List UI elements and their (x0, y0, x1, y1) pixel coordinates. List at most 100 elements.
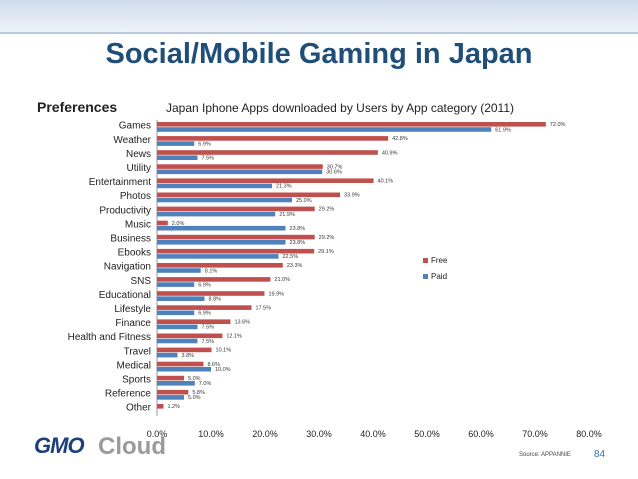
paid-bar (157, 338, 198, 344)
free-bar (157, 136, 389, 141)
category-label: News (126, 149, 151, 160)
free-bar (157, 192, 341, 198)
value-label: 3.8% (182, 353, 195, 359)
value-label: 29.2% (319, 207, 335, 213)
paid-bar (157, 282, 195, 287)
category-label: Other (126, 403, 152, 414)
free-bar (157, 277, 271, 282)
category-label: Educational (99, 290, 151, 301)
x-tick-label: 60.0% (468, 429, 494, 439)
free-bar (157, 248, 315, 254)
category-label: SNS (130, 276, 151, 287)
logo-gmo-text: GMO (34, 433, 85, 458)
free-bar (157, 150, 378, 155)
value-label: 23.8% (290, 240, 306, 246)
page-number: 84 (594, 449, 606, 460)
x-tick-label: 0.0% (147, 429, 168, 439)
paid-bar (157, 225, 286, 231)
value-label: 10.1% (216, 348, 232, 354)
value-label: 10.0% (215, 367, 231, 373)
category-label: Productivity (99, 205, 151, 216)
paid-bar (157, 366, 211, 372)
x-tick-label: 50.0% (414, 429, 440, 439)
free-bar (157, 375, 184, 381)
value-label: 42.8% (392, 136, 408, 142)
paid-bar (157, 268, 201, 273)
value-label: 7.5% (202, 339, 215, 345)
value-label: 72.0% (550, 122, 566, 128)
free-bar (157, 404, 164, 409)
category-label: Business (110, 234, 151, 245)
value-label: 23.3% (287, 263, 303, 269)
value-label: 7.5% (202, 325, 215, 331)
value-label: 33.9% (344, 193, 360, 199)
paid-bar (157, 352, 178, 358)
value-label: 19.9% (268, 291, 284, 297)
free-bar (157, 178, 374, 183)
paid-bar (157, 395, 184, 400)
free-bar (157, 164, 323, 169)
category-label: Music (125, 219, 151, 230)
free-bar (157, 291, 265, 296)
logo-cloud-text: Cloud (98, 433, 166, 460)
category-label: Finance (115, 318, 151, 329)
value-label: 6.9% (198, 141, 211, 147)
gmo-cloud-logo: GMO Cloud (34, 433, 204, 461)
legend-swatch (423, 274, 428, 279)
value-label: 6.9% (198, 311, 211, 317)
paid-bar (157, 127, 492, 132)
value-label: 5.0% (188, 376, 201, 382)
legend-label: Free (431, 256, 448, 265)
paid-bar (157, 381, 195, 386)
value-label: 8.8% (209, 297, 222, 303)
free-bar (157, 234, 315, 240)
value-label: 23.8% (290, 226, 306, 232)
category-label: Health and Fitness (68, 332, 151, 343)
value-label: 30.6% (326, 170, 342, 176)
paid-bar (157, 296, 205, 301)
value-label: 22.5% (283, 254, 299, 260)
paid-bar (157, 240, 286, 245)
value-label: 21.9% (279, 212, 295, 218)
category-label: Photos (120, 191, 151, 202)
legend-label: Paid (431, 272, 447, 281)
value-label: 30.7% (327, 164, 343, 170)
paid-bar (157, 211, 276, 217)
free-bar (157, 122, 546, 127)
free-bar (157, 305, 252, 310)
free-bar (157, 263, 283, 268)
paid-bar (157, 141, 195, 146)
value-label: 40.9% (382, 150, 398, 156)
paid-bar (157, 324, 198, 330)
value-label: 2.0% (172, 221, 185, 227)
free-bar (157, 347, 212, 353)
paid-bar (157, 310, 195, 316)
category-label: Navigation (104, 262, 151, 273)
category-label: Reference (105, 389, 152, 400)
free-bar (157, 319, 231, 324)
value-label: 1.2% (167, 404, 180, 410)
value-label: 6.9% (198, 282, 211, 288)
x-tick-label: 70.0% (522, 429, 548, 439)
value-label: 8.1% (205, 268, 218, 274)
free-bar (157, 206, 315, 212)
free-bar (157, 389, 189, 395)
value-label: 12.1% (226, 334, 242, 340)
header-band (0, 0, 638, 34)
paid-bar (157, 155, 198, 160)
free-bar (157, 220, 168, 226)
value-label: 21.3% (276, 184, 292, 190)
value-label: 8.6% (207, 362, 220, 368)
category-label: Games (119, 121, 151, 132)
slide-title: Social/Mobile Gaming in Japan (105, 38, 533, 70)
chart-title: Japan Iphone Apps downloaded by Users by… (166, 101, 515, 115)
x-tick-label: 40.0% (360, 429, 386, 439)
category-label: Medical (117, 360, 151, 371)
preferences-label: Preferences (37, 99, 118, 115)
value-label: 7.5% (202, 156, 215, 162)
value-label: 25.0% (296, 198, 312, 204)
value-label: 13.6% (234, 320, 250, 326)
value-label: 61.9% (495, 127, 511, 133)
legend-swatch (423, 258, 428, 263)
